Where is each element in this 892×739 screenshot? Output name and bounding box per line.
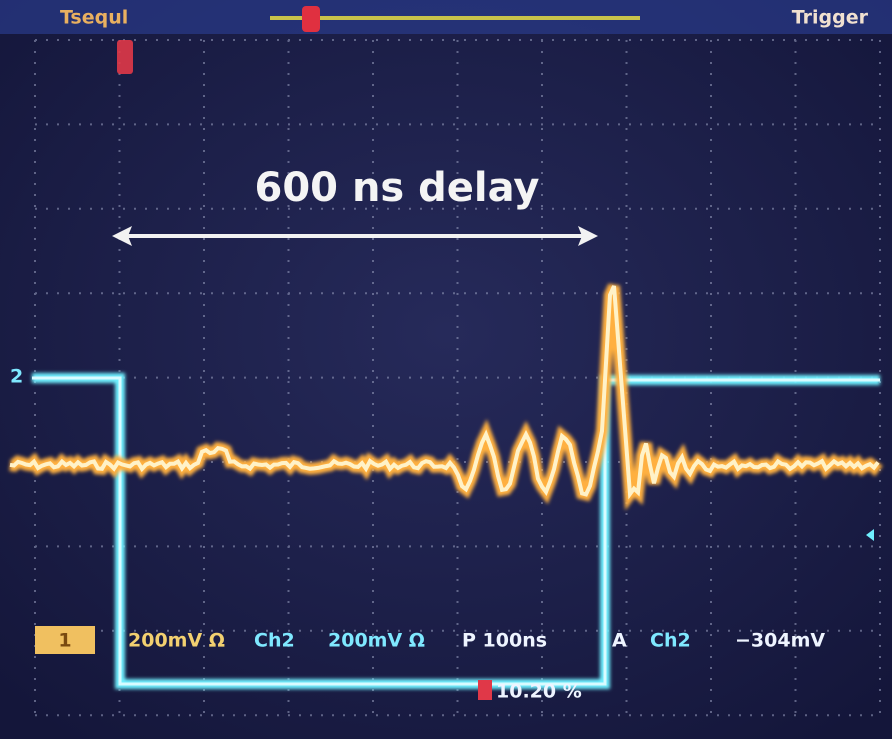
channel-marker: 2 xyxy=(10,366,23,388)
trigger-source: Ch2 xyxy=(650,630,691,652)
trigger-level: −304mV xyxy=(735,630,825,652)
ch1-badge xyxy=(35,626,95,654)
ch2-scale: 200mV Ω xyxy=(328,630,425,652)
ch2-label: Ch2 xyxy=(254,630,295,652)
delay-label: 600 ns delay xyxy=(255,165,540,211)
header-left: Tsequl xyxy=(60,7,128,29)
trigger-marker xyxy=(117,40,133,74)
ch1-label: 1 xyxy=(58,630,71,652)
ch1-trace-core xyxy=(9,285,880,500)
trigger-mode: A xyxy=(612,630,627,652)
trigger-position xyxy=(302,6,320,32)
ch1-scale: 200mV Ω xyxy=(128,630,225,652)
ch2-level-marker xyxy=(866,529,874,541)
position: 10.20 % xyxy=(496,681,582,703)
header-right: Trigger xyxy=(792,7,869,29)
timebase: P 100ns xyxy=(462,630,547,652)
ch2-trace-core xyxy=(32,376,880,686)
position-icon xyxy=(478,680,492,700)
